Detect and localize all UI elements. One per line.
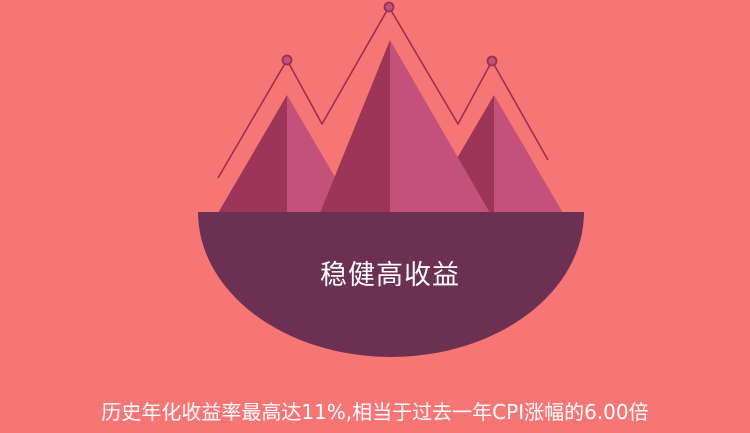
- trend-marker-top: [383, 1, 395, 13]
- right-peak-light-face: [494, 95, 563, 213]
- badge-title: 稳健高收益: [320, 260, 460, 291]
- yield-caption: 历史年化收益率最高达11%,相当于过去一年CPI涨幅的6.00倍: [101, 400, 649, 424]
- left-peak-dark-face: [218, 95, 287, 213]
- trend-marker-left: [281, 54, 293, 66]
- center-peak-light-face: [390, 40, 490, 213]
- trend-marker-right: [486, 55, 498, 67]
- center-peak-dark-face: [320, 40, 390, 213]
- bowl-shape: [198, 212, 584, 357]
